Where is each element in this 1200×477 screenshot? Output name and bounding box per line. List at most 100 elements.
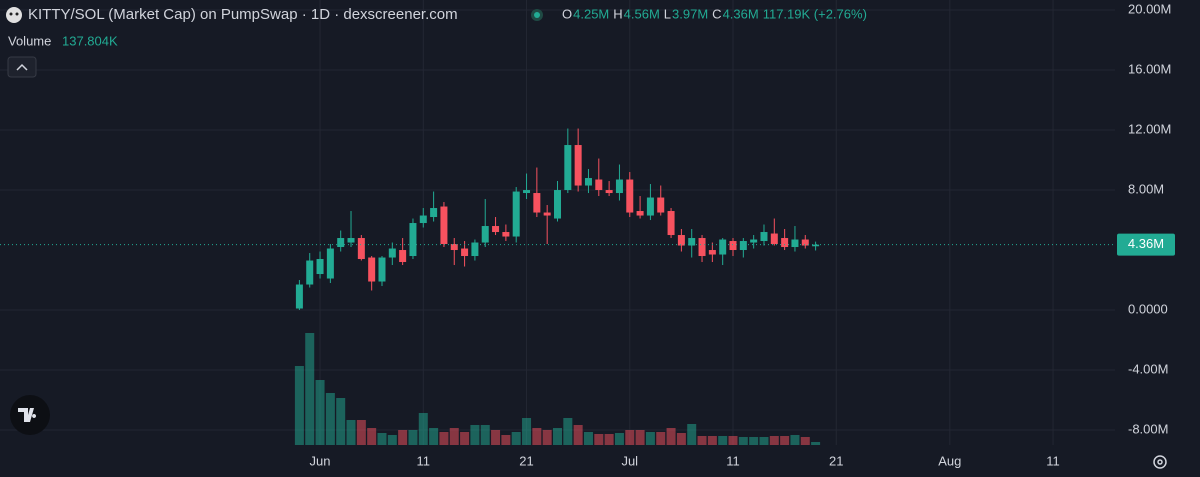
chart-title: KITTY/SOL (Market Cap) on PumpSwap · 1D … bbox=[28, 6, 458, 23]
candle-body bbox=[368, 257, 376, 282]
candle-body bbox=[357, 238, 365, 260]
volume-bar bbox=[697, 436, 707, 445]
candle-body bbox=[512, 191, 520, 237]
candle-body bbox=[378, 257, 386, 282]
legend-change: 117.19K (+2.76%) bbox=[763, 6, 867, 21]
volume-bar bbox=[532, 428, 542, 445]
candle-body bbox=[595, 179, 603, 191]
candle-body bbox=[409, 223, 417, 257]
candle-body bbox=[554, 190, 561, 219]
candle-body bbox=[574, 145, 582, 186]
volume-bar bbox=[511, 432, 521, 445]
legend-value: 3.97M bbox=[672, 6, 708, 21]
x-tick-label: Jul bbox=[621, 453, 638, 468]
volume-bar bbox=[408, 430, 418, 445]
candle-body bbox=[543, 212, 551, 216]
volume-bar bbox=[387, 435, 397, 445]
volume-bar bbox=[687, 424, 697, 445]
candle-body bbox=[523, 190, 531, 194]
candle-body bbox=[471, 242, 479, 257]
candle-body bbox=[564, 145, 572, 191]
volume-bar bbox=[707, 436, 717, 445]
candle-body bbox=[770, 233, 778, 245]
candle-body bbox=[739, 241, 747, 251]
volume-bar bbox=[811, 442, 821, 445]
candle-body bbox=[626, 179, 634, 213]
legend-value: 4.25M bbox=[573, 6, 609, 21]
candle-body bbox=[760, 232, 768, 242]
legend-key: O bbox=[562, 6, 572, 21]
volume-bar bbox=[604, 434, 614, 445]
candle-body bbox=[306, 260, 314, 285]
candle-body bbox=[584, 178, 592, 186]
candle-body bbox=[461, 248, 469, 257]
y-tick-label: 16.00M bbox=[1128, 61, 1171, 76]
volume-bar bbox=[800, 437, 810, 445]
candle-body bbox=[750, 239, 758, 243]
volume-bar bbox=[769, 436, 779, 445]
candle-layer bbox=[295, 128, 820, 311]
candle-body bbox=[791, 239, 799, 248]
legend-value: 4.36M bbox=[723, 6, 759, 21]
last-price-badge bbox=[1117, 233, 1175, 256]
volume-bar bbox=[718, 436, 728, 445]
volume-bar bbox=[656, 432, 666, 445]
settings-center bbox=[1157, 459, 1163, 465]
candle-body bbox=[399, 250, 407, 263]
token-icon bbox=[6, 7, 22, 23]
volume-bar bbox=[367, 428, 377, 445]
settings-icon[interactable] bbox=[1153, 455, 1167, 469]
candle-body bbox=[533, 193, 541, 213]
candle-body bbox=[605, 190, 613, 194]
volume-bar bbox=[356, 420, 366, 445]
y-tick-label: 0.0000 bbox=[1128, 301, 1168, 316]
candle-body bbox=[801, 239, 809, 246]
volume-bar bbox=[294, 366, 304, 445]
candle-body bbox=[667, 211, 675, 236]
volume-bar bbox=[738, 437, 748, 445]
candle-body bbox=[347, 238, 355, 243]
candle-body bbox=[326, 248, 334, 279]
x-tick-label: 21 bbox=[519, 453, 533, 468]
legend-key: H bbox=[613, 6, 622, 21]
volume-bar bbox=[418, 413, 428, 445]
candle-body bbox=[615, 179, 623, 194]
volume-bar bbox=[470, 425, 480, 445]
y-tick-label: -8.00M bbox=[1128, 421, 1168, 436]
grid bbox=[0, 0, 1115, 445]
y-tick-label: 20.00M bbox=[1128, 1, 1171, 16]
candle-body bbox=[481, 226, 489, 243]
volume-bar bbox=[749, 437, 759, 445]
volume-bar bbox=[614, 433, 624, 445]
candle-body bbox=[492, 226, 500, 233]
volume-bar bbox=[594, 434, 604, 445]
candle-body bbox=[636, 211, 644, 216]
candle-body bbox=[502, 232, 510, 237]
volume-bar bbox=[676, 433, 686, 445]
volume-bar bbox=[573, 425, 583, 445]
collapse-button[interactable] bbox=[7, 56, 37, 78]
x-tick-label: 11 bbox=[726, 453, 740, 468]
candle-body bbox=[430, 208, 438, 218]
settings-gear bbox=[1153, 455, 1167, 469]
candle-body bbox=[781, 238, 789, 248]
last-price-label: 4.36M bbox=[1128, 236, 1164, 251]
legend-key: C bbox=[712, 6, 721, 21]
volume-bar bbox=[563, 418, 573, 445]
candle-body bbox=[450, 244, 458, 251]
volume-bar bbox=[553, 428, 562, 445]
legend-value: 4.56M bbox=[624, 6, 660, 21]
status-dot bbox=[534, 12, 540, 18]
volume-bar bbox=[542, 430, 552, 445]
volume-bar bbox=[625, 430, 635, 445]
volume-bar bbox=[346, 420, 356, 445]
legend-key: L bbox=[664, 6, 671, 21]
volume-bar bbox=[491, 430, 501, 445]
volume-bar bbox=[315, 380, 325, 445]
volume-bar bbox=[398, 430, 408, 445]
candle-body bbox=[419, 215, 427, 224]
y-tick-label: -4.00M bbox=[1128, 361, 1168, 376]
